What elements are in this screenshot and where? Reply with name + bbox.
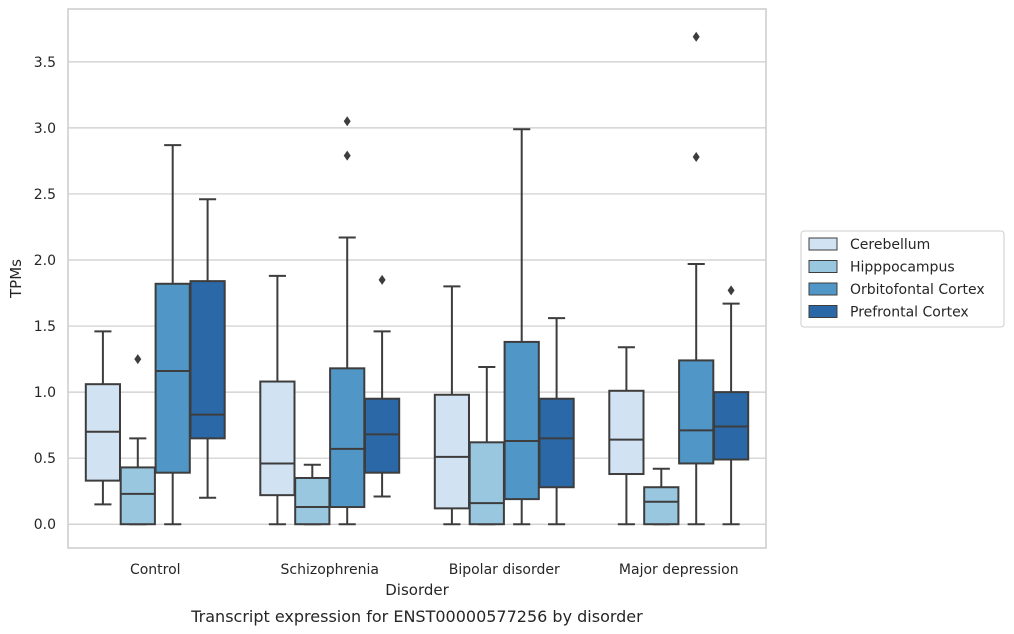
box <box>363 397 401 474</box>
boxplot <box>503 128 540 526</box>
box <box>329 367 366 509</box>
boxplot <box>84 330 122 506</box>
box <box>433 393 471 510</box>
boxplot <box>119 354 156 526</box>
category-group <box>84 144 226 526</box>
outlier-point <box>343 116 351 127</box>
x-tick-label: Major depression <box>619 562 739 578</box>
outlier-point <box>134 354 142 365</box>
boxplot <box>294 463 331 526</box>
category-group <box>608 31 750 526</box>
y-tick-label: 0.5 <box>34 451 56 467</box>
legend-label: Cerebellum <box>850 237 930 253</box>
box <box>538 397 575 489</box>
legend-label: Prefrontal Cortex <box>850 305 969 321</box>
legend-swatch <box>808 282 838 296</box>
category-group <box>433 128 575 526</box>
legend-swatch <box>808 305 838 318</box>
plot-frame <box>67 8 767 549</box>
legend-item: Prefrontal Cortex <box>808 305 969 321</box>
boxplot <box>678 31 715 526</box>
y-tick-label: 3.0 <box>34 121 56 137</box>
x-tick-labels: Control Schizophrenia Bipolar disorder Majo… <box>130 562 739 578</box>
y-tick-label: 0.0 <box>34 517 56 533</box>
y-tick-label: 2.0 <box>34 253 56 269</box>
box <box>678 359 715 465</box>
box <box>643 486 680 526</box>
boxplot <box>433 285 471 526</box>
y-tick-label: 3.5 <box>34 55 56 71</box>
legend-swatch <box>808 237 838 251</box>
y-tick-label: 1.5 <box>34 319 56 335</box>
boxplot <box>712 285 750 526</box>
outlier-point <box>343 150 351 161</box>
legend-label: Orbitofontal Cortex <box>850 282 985 298</box>
box-groups <box>84 31 750 526</box>
legend-frame <box>800 230 1005 328</box>
boxplot <box>468 366 505 526</box>
box <box>503 340 540 501</box>
legend-swatch <box>808 260 838 273</box>
legend-item: Hipppocampus <box>808 260 955 276</box>
chart-caption: Transcript expression for ENST0000057725… <box>190 607 643 626</box>
legend: Cerebellum Hipppocampus Orbitofontal Corte… <box>800 230 1005 328</box>
category-group <box>259 116 401 526</box>
y-axis-label: TPMs <box>7 259 25 299</box>
boxplot <box>363 274 401 498</box>
boxplot <box>538 317 575 526</box>
boxplot <box>189 198 226 499</box>
outlier-point <box>692 31 700 42</box>
x-tick-label: Control <box>130 562 181 578</box>
boxplot <box>643 467 680 526</box>
legend-label: Hipppocampus <box>850 260 955 276</box>
box <box>189 280 226 440</box>
box <box>154 282 191 474</box>
boxplot <box>329 116 366 526</box>
x-tick-label: Bipolar disorder <box>449 562 560 578</box>
y-tick-labels: 0.0 0.5 1.0 1.5 2.0 2.5 3.0 3.5 <box>34 55 56 533</box>
box <box>608 389 645 476</box>
x-axis-label: Disorder <box>385 581 449 599</box>
y-tick-label: 2.5 <box>34 187 56 203</box>
box <box>259 380 296 497</box>
outlier-point <box>692 151 700 162</box>
box <box>119 466 156 526</box>
boxplot <box>154 144 191 526</box>
boxplot <box>608 346 645 526</box>
legend-item: Orbitofontal Cortex <box>808 282 985 298</box>
boxplot <box>259 274 296 526</box>
outlier-point <box>378 274 386 285</box>
legend-item: Cerebellum <box>808 237 930 253</box>
outlier-point <box>727 285 735 296</box>
x-tick-label: Schizophrenia <box>281 562 379 578</box>
box <box>294 476 331 526</box>
y-tick-label: 1.0 <box>34 385 56 401</box>
box <box>468 441 505 526</box>
